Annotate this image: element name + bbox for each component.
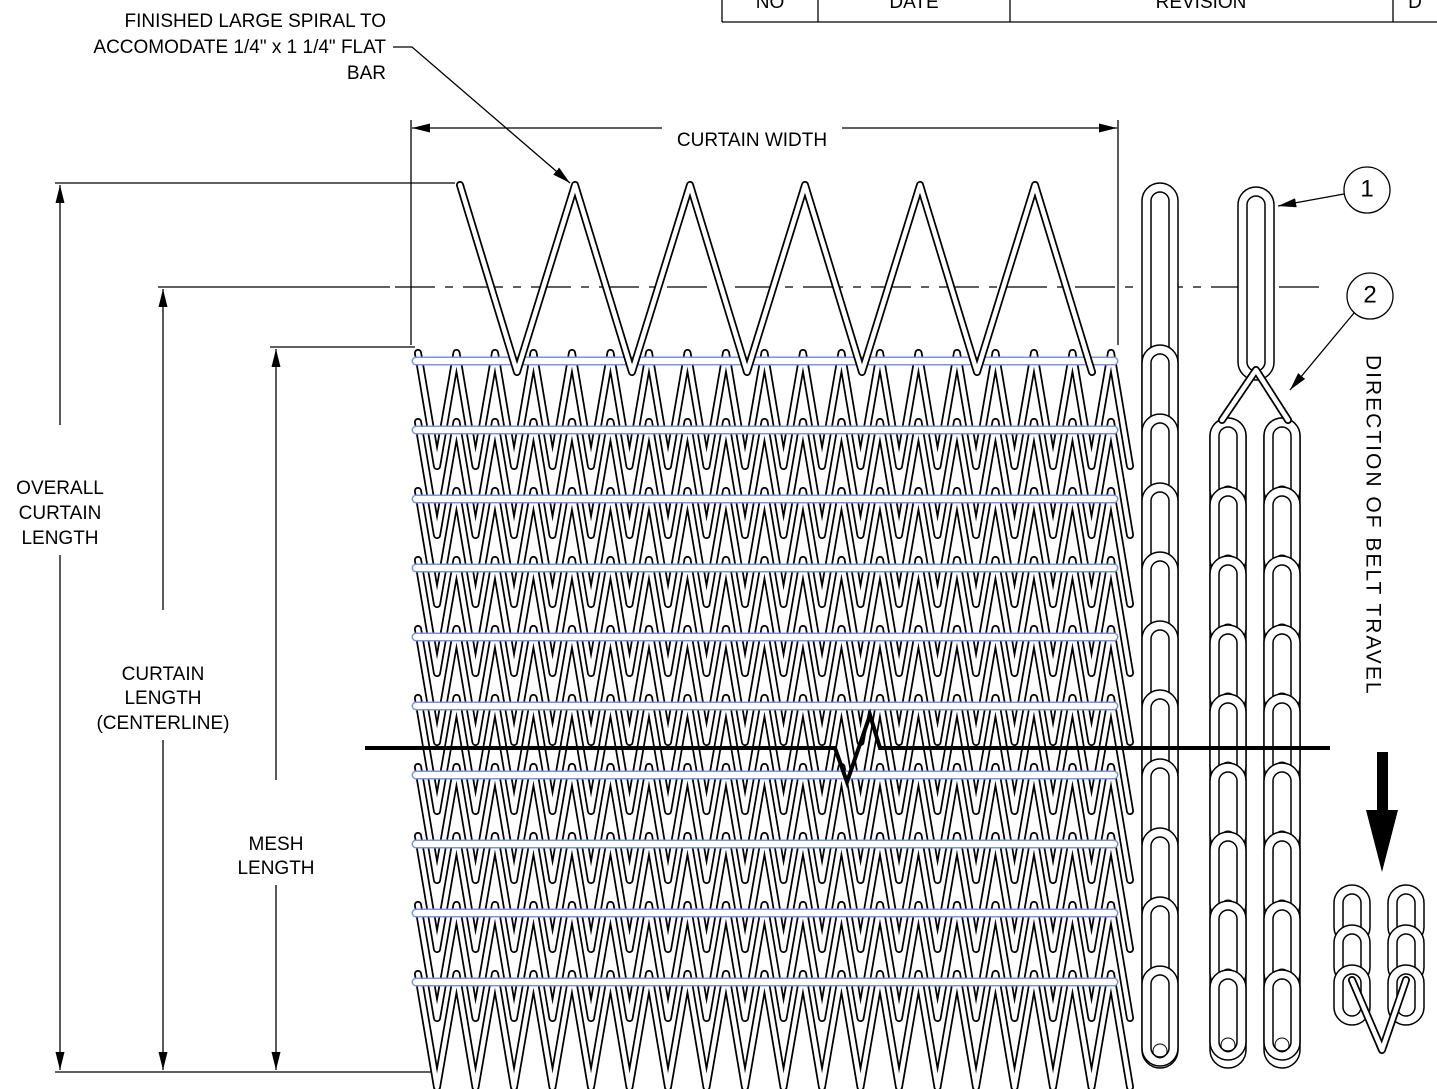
- dimension-label: MESH: [249, 834, 304, 855]
- link: [1209, 969, 1247, 1061]
- direction-arrow: [1377, 752, 1388, 812]
- link: [1141, 965, 1179, 1067]
- wire-inner: [1219, 367, 1291, 423]
- break-line: [365, 708, 1330, 789]
- balloon-number: 2: [1363, 281, 1376, 308]
- wire-inner: [415, 971, 1133, 1089]
- wire-inner: [415, 419, 1133, 538]
- leader: [393, 46, 571, 184]
- link-inner: [1218, 978, 1238, 1052]
- link: [1237, 186, 1275, 381]
- wire-inner: [415, 833, 1133, 952]
- callout-text: BAR: [347, 63, 386, 84]
- dimension-label: (CENTERLINE): [96, 713, 229, 734]
- wire-inner: [415, 488, 1133, 607]
- wire-inner: [415, 626, 1133, 745]
- link-inner: [1272, 978, 1292, 1052]
- wire-inner: [457, 182, 1095, 375]
- link: [1263, 969, 1301, 1061]
- pin: [1274, 1037, 1290, 1053]
- callout-text: FINISHED LARGE SPIRAL TO: [124, 11, 386, 32]
- wire-inner: [415, 902, 1133, 1021]
- dimension-label: LENGTH: [124, 688, 201, 709]
- balloon: [1346, 272, 1394, 320]
- dimension-label: CURTAIN: [19, 503, 102, 524]
- balloon-number: 1: [1360, 175, 1373, 202]
- dimension-label: LENGTH: [21, 528, 98, 549]
- wire-outline: [1218, 366, 1292, 424]
- wire-inner: [415, 350, 1133, 469]
- dimension-label: CURTAIN: [122, 664, 205, 685]
- wire-inner: [415, 557, 1133, 676]
- wire-inner: [415, 764, 1133, 883]
- side-view: [1141, 182, 1425, 1069]
- header-cell: NO: [756, 0, 785, 13]
- callout-text: ACCOMODATE 1/4" x 1 1/4" FLAT: [93, 37, 386, 58]
- wire-inner: [1349, 977, 1409, 1053]
- dimension-label: LENGTH: [237, 858, 314, 879]
- link-inner: [1150, 974, 1170, 1058]
- direction-label: DIRECTION OF BELT TRAVEL: [1361, 355, 1384, 696]
- revision-table: NO DATE REVISION D: [721, 0, 1437, 23]
- pin: [1152, 1043, 1168, 1059]
- header-cell: D: [1408, 0, 1422, 13]
- header-cell: REVISION: [1156, 0, 1247, 13]
- mesh: [411, 181, 1134, 1089]
- dimension-label: OVERALL: [16, 478, 104, 499]
- header-cell: DATE: [889, 0, 938, 13]
- balloon: [1343, 166, 1391, 214]
- direction-arrow-head: [1366, 810, 1398, 872]
- dimension-label: CURTAIN WIDTH: [677, 130, 827, 151]
- pin: [1220, 1037, 1236, 1053]
- wire-inner: [415, 695, 1133, 814]
